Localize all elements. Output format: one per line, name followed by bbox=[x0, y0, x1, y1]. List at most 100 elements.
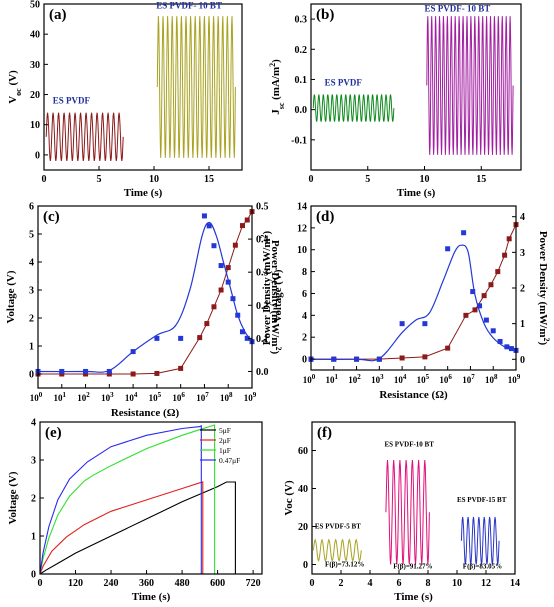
x-axis-title: Time (s) bbox=[397, 187, 436, 199]
x-tick-exponent: 7 bbox=[205, 391, 209, 399]
series-line-1 bbox=[45, 112, 124, 161]
x-tick-label: 6 bbox=[397, 578, 402, 589]
x-tick-exponent: 2 bbox=[86, 391, 90, 399]
power-density-marker bbox=[239, 329, 245, 335]
power-density-marker bbox=[206, 223, 212, 229]
x-tick-label: 101 bbox=[326, 373, 339, 385]
x-tick-label: 15 bbox=[476, 174, 486, 185]
panel-label: (a) bbox=[49, 7, 67, 23]
x-tick-label: 103 bbox=[371, 373, 384, 385]
y-tick-label: 2 bbox=[31, 494, 36, 505]
power-density-marker bbox=[230, 296, 236, 302]
y-tick-right-label: 4 bbox=[520, 212, 525, 223]
y-tick-label: 12 bbox=[297, 223, 307, 234]
voltage-marker bbox=[495, 269, 501, 275]
axis-title-part: 2 bbox=[259, 234, 268, 238]
power-density-marker bbox=[59, 368, 65, 374]
voltage-line bbox=[311, 224, 517, 360]
x-tick-label: 104 bbox=[125, 391, 138, 403]
plot-frame bbox=[311, 421, 516, 575]
y-tick-label: 10 bbox=[297, 245, 307, 256]
axis-title-part: (V) bbox=[7, 70, 19, 88]
power-density-marker bbox=[483, 317, 489, 323]
voltage-marker bbox=[445, 345, 451, 351]
power-density-marker bbox=[376, 356, 382, 362]
y-axis-title: Voc (V) bbox=[7, 70, 23, 104]
y-axis-title: Voltage (V) bbox=[7, 471, 19, 524]
panel-label: (f) bbox=[317, 425, 332, 441]
x-tick-label: 5 bbox=[97, 174, 102, 185]
series-line-1 bbox=[312, 538, 362, 563]
axis-title-part: ) bbox=[270, 59, 282, 63]
x-axis-title: Time (s) bbox=[394, 591, 433, 603]
x-tick-exponent: 4 bbox=[134, 391, 138, 399]
x-tick-label: 105 bbox=[417, 373, 430, 385]
y-axis-title: Voltage (V) bbox=[5, 270, 17, 323]
power-density-marker bbox=[490, 328, 496, 334]
power-density-marker bbox=[178, 335, 184, 341]
axis-title-part: ) bbox=[269, 351, 281, 355]
x-tick-exponent: 4 bbox=[403, 373, 407, 381]
y-tick-label: 0 bbox=[31, 570, 36, 581]
voltage-marker bbox=[481, 293, 487, 299]
panel-label: (c) bbox=[43, 209, 60, 225]
y-tick-right-label: 0.1 bbox=[256, 334, 269, 345]
voltage-marker bbox=[244, 217, 250, 223]
y-tick-label: 60 bbox=[298, 446, 308, 457]
x-tick-label: 109 bbox=[244, 391, 257, 403]
y-tick-label: 3 bbox=[29, 286, 34, 297]
axis-title-part: ) bbox=[537, 342, 549, 346]
x-tick-label: 10 bbox=[420, 174, 430, 185]
power-density-marker bbox=[106, 368, 112, 374]
y-axis-title: Jsc (mA/m2) bbox=[268, 59, 286, 115]
y-tick-label: 0.0 bbox=[295, 105, 308, 116]
y-tick-right-label: 3 bbox=[520, 248, 525, 259]
y-tick-right-label: 0.3 bbox=[256, 268, 269, 279]
x-tick-label: 101 bbox=[54, 391, 67, 403]
axis-title-part: Power Density (mW/m bbox=[269, 240, 281, 347]
series-line-2 bbox=[39, 481, 204, 575]
power-density-marker bbox=[244, 335, 250, 341]
voltage-marker bbox=[106, 371, 112, 377]
power-density-marker bbox=[235, 312, 241, 318]
x-tick-exponent: 0 bbox=[312, 373, 316, 381]
x-tick-exponent: 7 bbox=[471, 373, 475, 381]
axis-title-part: Power Density (mW/m bbox=[261, 238, 273, 345]
legend-entry: 0.47μF bbox=[219, 456, 240, 465]
voltage-marker bbox=[197, 335, 203, 341]
power-density-marker bbox=[225, 279, 231, 285]
y-tick-label: 4 bbox=[302, 311, 307, 322]
x-tick-exponent: 5 bbox=[158, 391, 162, 399]
voltage-marker bbox=[211, 304, 217, 310]
series-line-3 bbox=[39, 424, 216, 575]
x-tick-label: 100 bbox=[303, 373, 316, 385]
x-tick-label: 5 bbox=[365, 174, 370, 185]
axis-title-part: oc bbox=[14, 88, 23, 96]
voltage-marker bbox=[463, 312, 469, 318]
y-tick-label: 4 bbox=[29, 258, 34, 269]
y-tick-label: 50 bbox=[30, 0, 40, 11]
y-tick-label: 40 bbox=[298, 484, 308, 495]
power-density-marker bbox=[504, 344, 510, 350]
y-tick-label: 0 bbox=[29, 370, 34, 381]
y-axis-title-right: Power Density (mW/m2) bbox=[537, 231, 552, 346]
x-axis-title: Resistance (Ω) bbox=[111, 407, 180, 419]
y-tick-right-label: 0.5 bbox=[256, 202, 269, 213]
axis-title-part: Power Density (mW/m bbox=[537, 231, 549, 338]
y-tick-label: 3 bbox=[31, 456, 36, 467]
panel-label: (d) bbox=[316, 209, 334, 225]
series-line-1 bbox=[312, 94, 395, 122]
voltage-marker bbox=[225, 265, 231, 271]
x-tick-label: 4 bbox=[368, 578, 373, 589]
y-tick-label: 20 bbox=[30, 90, 40, 101]
power-density-marker bbox=[201, 213, 207, 219]
axis-title-part: sc bbox=[277, 102, 286, 109]
voltage-marker bbox=[178, 365, 184, 371]
x-tick-label: 0 bbox=[310, 578, 315, 589]
y-tick-right-label: 0.0 bbox=[256, 367, 269, 378]
plot-frame bbox=[310, 3, 522, 171]
axis-title-part: J bbox=[270, 109, 282, 115]
panel-e: 0 120 240 360 480 600 720 0 1 2 3 4 (e) Voltage (V) Ti… bbox=[7, 418, 263, 603]
legend-entry: 5μF bbox=[219, 426, 231, 435]
voltage-marker bbox=[83, 371, 89, 377]
